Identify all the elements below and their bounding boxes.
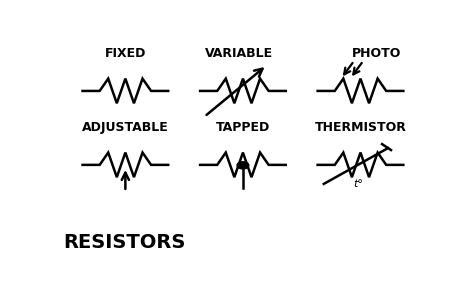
- Text: ADJUSTABLE: ADJUSTABLE: [82, 120, 169, 134]
- Text: t°: t°: [353, 180, 363, 189]
- Text: RESISTORS: RESISTORS: [63, 233, 185, 252]
- Circle shape: [237, 162, 249, 169]
- Text: THERMISTOR: THERMISTOR: [315, 120, 406, 134]
- Text: FIXED: FIXED: [105, 47, 146, 60]
- Text: PHOTO: PHOTO: [352, 47, 401, 60]
- Text: TAPPED: TAPPED: [216, 120, 270, 134]
- Text: VARIABLE: VARIABLE: [205, 47, 273, 60]
